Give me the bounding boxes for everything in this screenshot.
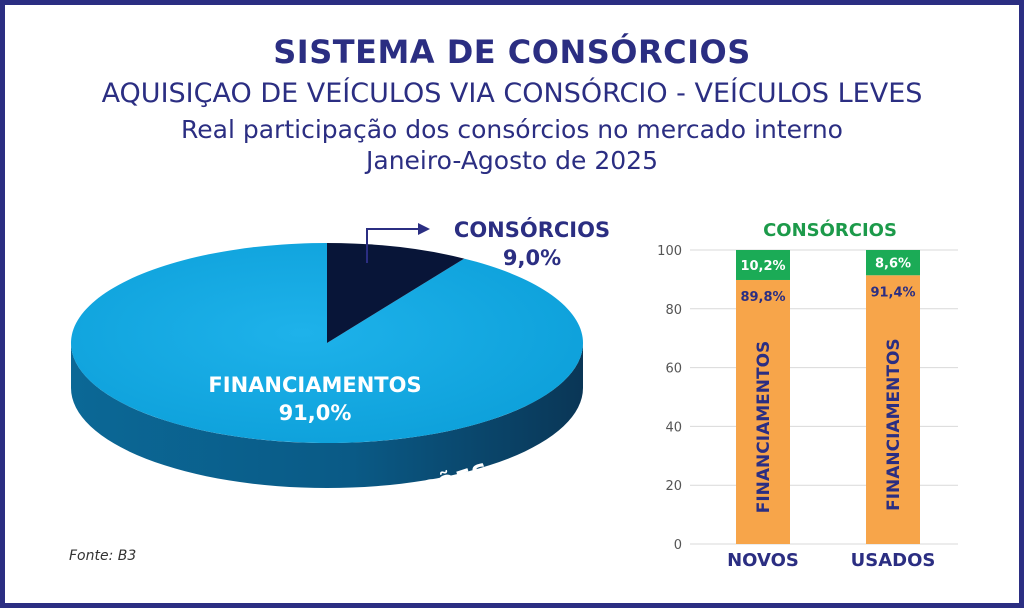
data-label-consorcios: 10,2% [740, 259, 785, 274]
y-tick-label: 0 [674, 538, 682, 553]
y-tick-label: 40 [665, 420, 682, 435]
pie-label-consorcios: CONSÓRCIOS [454, 217, 610, 242]
data-label-financiamentos: 89,8% [740, 290, 785, 305]
pie-chart: CONSÓRCIOS 9,0% FINANCIAMENTOS 91,0% TOT… [70, 217, 610, 518]
chart-subtitle-2: Real participação dos consórcios no merc… [181, 115, 843, 144]
bar-marks: 10,2% 89,8% FINANCIAMENTOS NOVOS 8,6% 91,4% FI… [727, 250, 935, 571]
bar-series-label-financiamentos: FINANCIAMENTOS [884, 338, 904, 511]
pie-slice-consorcios [327, 243, 465, 343]
chart-title: SISTEMA DE CONSÓRCIOS [273, 33, 751, 71]
x-category-label: USADOS [851, 550, 936, 571]
bar-segment-financiamentos [736, 279, 790, 544]
source-note: Fonte: B3 [69, 548, 137, 564]
data-label-financiamentos: 91,4% [870, 285, 915, 300]
y-tick-label: 20 [665, 479, 682, 494]
pie-side-wall [71, 343, 583, 488]
bar-series-label-financiamentos: FINANCIAMENTOS [754, 341, 774, 514]
bar-chart-title: CONSÓRCIOS [763, 219, 897, 241]
callout-arrowhead [418, 223, 430, 235]
data-label-consorcios: 8,6% [875, 257, 911, 272]
y-tick-label: 60 [665, 362, 682, 377]
stacked-bar-chart: CONSÓRCIOS 0 20 40 60 80 100 10,2% 89,8% FINANC… [657, 219, 958, 571]
pie-label-financiamentos: FINANCIAMENTOS [208, 373, 421, 397]
pie-value-financiamentos: 91,0% [279, 401, 352, 425]
chart-subtitle-3: Janeiro-Agosto de 2025 [366, 146, 658, 175]
y-axis-ticks: 0 20 40 60 80 100 [657, 244, 682, 553]
pie-value-consorcios: 9,0% [503, 246, 561, 270]
bar-segment-consorcios [866, 250, 920, 276]
consorcios-callout-arrow [366, 228, 418, 263]
y-tick-label: 100 [657, 244, 682, 259]
y-tick-label: 80 [665, 303, 682, 318]
bar-segment-consorcios [736, 250, 790, 280]
bar-segment-financiamentos [866, 275, 920, 544]
x-category-label: NOVOS [727, 550, 799, 571]
chart-subtitle-1: AQUISIÇAO DE VEÍCULOS VIA CONSÓRCIO - VE… [101, 78, 923, 109]
